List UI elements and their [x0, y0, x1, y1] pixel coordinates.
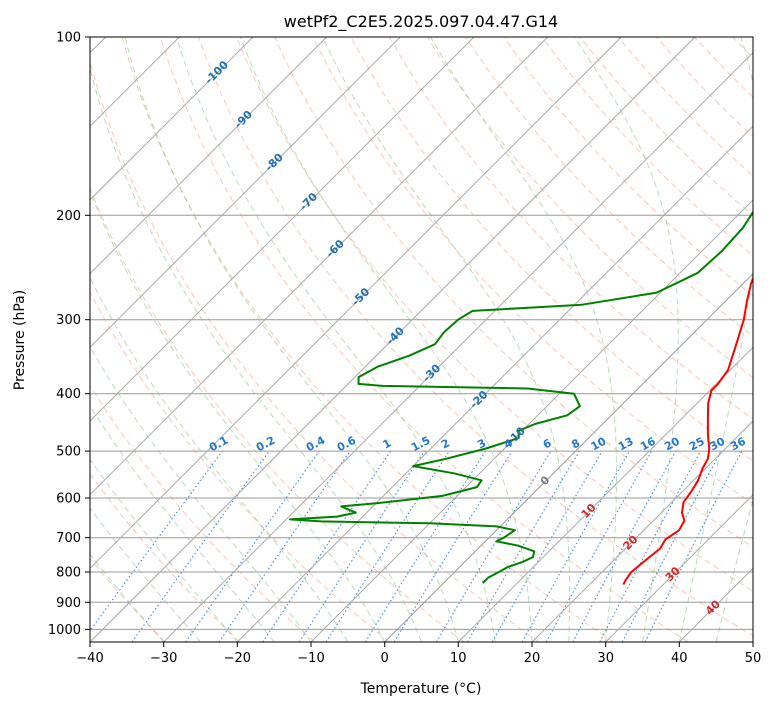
- isotherm: [531, 420, 753, 642]
- dry-adiabat: [426, 37, 753, 379]
- y-axis-label: Pressure (hPa): [12, 290, 28, 390]
- isotherm: [90, 37, 475, 422]
- x-tick-label: −20: [224, 651, 251, 666]
- y-tick-label: 700: [56, 531, 81, 546]
- mixing-ratio-line: [545, 450, 653, 642]
- moist-adiabat: [90, 189, 386, 642]
- moist-adiabat: [678, 37, 753, 642]
- dry-adiabat: [236, 37, 753, 592]
- y-tick-label: 800: [56, 566, 81, 581]
- dry-adiabat: [274, 37, 753, 548]
- mixing-ratio-line: [521, 450, 630, 642]
- isotherm: [90, 37, 696, 642]
- chart-title: wetPf2_C2E5.2025.097.04.47.G14: [284, 12, 558, 32]
- x-tick-label: 30: [597, 651, 614, 666]
- dry-adiabat: [312, 37, 753, 505]
- mixing-ratio-label: 36: [728, 435, 748, 454]
- y-tick-label: 1000: [48, 623, 81, 638]
- mixing-ratio-line: [90, 450, 223, 632]
- mixing-ratio-label: 25: [687, 435, 707, 454]
- x-tick-label: −40: [76, 651, 103, 666]
- dry-adiabat: [388, 37, 753, 420]
- moist-adiabat: [574, 37, 679, 642]
- dry-adiabat: [90, 384, 316, 642]
- mixing-ratio-label: 20: [662, 435, 682, 454]
- moist-adiabat: [90, 65, 422, 642]
- isotherm: [90, 37, 622, 570]
- isotherm: [457, 346, 753, 642]
- dry-adiabat: [90, 186, 465, 642]
- moist-adiabat: [175, 37, 496, 642]
- mixing-ratio-label: 13: [616, 435, 636, 454]
- x-tick-label: 50: [745, 651, 762, 666]
- moist-adiabat: [430, 37, 617, 642]
- dry-adiabat: [465, 37, 753, 338]
- dry-adiabat: [121, 37, 614, 642]
- x-tick-label: 0: [381, 651, 389, 666]
- mixing-ratio-line: [644, 450, 743, 642]
- moist-adiabat: [322, 37, 571, 642]
- isotherm: [90, 37, 401, 349]
- isotherm: [90, 37, 254, 201]
- x-axis-label: Temperature (°C): [360, 681, 482, 697]
- dry-adiabat: [503, 37, 753, 297]
- moist-adiabat: [90, 458, 238, 642]
- dewpoint-line: [289, 210, 753, 584]
- moist-adiabat: [90, 405, 275, 642]
- moist-adiabat: [715, 498, 753, 642]
- y-tick-label: 900: [56, 596, 81, 611]
- x-tick-label: 10: [450, 651, 467, 666]
- mixing-ratio-label: 10: [589, 435, 609, 454]
- plot-frame: [89, 36, 754, 643]
- mixing-ratio-line: [185, 450, 320, 642]
- y-tick-label: 200: [56, 209, 81, 224]
- mixing-ratio-label: 30: [708, 435, 728, 454]
- temperature-line: [622, 276, 753, 586]
- mixing-ratio-label: 16: [638, 435, 658, 454]
- dry-adiabat: [90, 59, 540, 642]
- moist-adiabat: [124, 37, 459, 642]
- x-tick-label: −30: [150, 651, 177, 666]
- mixing-ratio-line: [262, 450, 392, 642]
- mixing-ratio-line: [325, 450, 450, 642]
- isotherm: [605, 493, 753, 642]
- isotherm: [90, 37, 549, 496]
- y-tick-label: 300: [56, 313, 81, 328]
- mixing-ratio-line: [131, 450, 270, 642]
- mixing-ratio-line: [218, 450, 351, 642]
- isotherm: [90, 37, 328, 275]
- mixing-ratio-line: [572, 450, 677, 642]
- x-tick-label: 40: [671, 651, 688, 666]
- moist-adiabat: [239, 37, 533, 642]
- x-tick-label: 20: [524, 651, 541, 666]
- mixing-ratio-line: [298, 450, 425, 642]
- mixing-ratio-line: [393, 450, 513, 642]
- isotherm: [236, 125, 753, 642]
- x-tick-label: −10: [297, 651, 324, 666]
- y-tick-label: 400: [56, 387, 81, 402]
- isotherm: [310, 199, 753, 642]
- y-tick-label: 600: [56, 492, 81, 507]
- dry-adiabat: [90, 472, 241, 642]
- moist-adiabat: [90, 276, 349, 642]
- y-tick-label: 500: [56, 445, 81, 460]
- isotherm: [384, 272, 753, 642]
- y-tick-label: 100: [56, 31, 81, 46]
- dry-adiabat: [350, 37, 753, 462]
- isotherm: [163, 51, 753, 642]
- dry-adiabat: [90, 291, 390, 642]
